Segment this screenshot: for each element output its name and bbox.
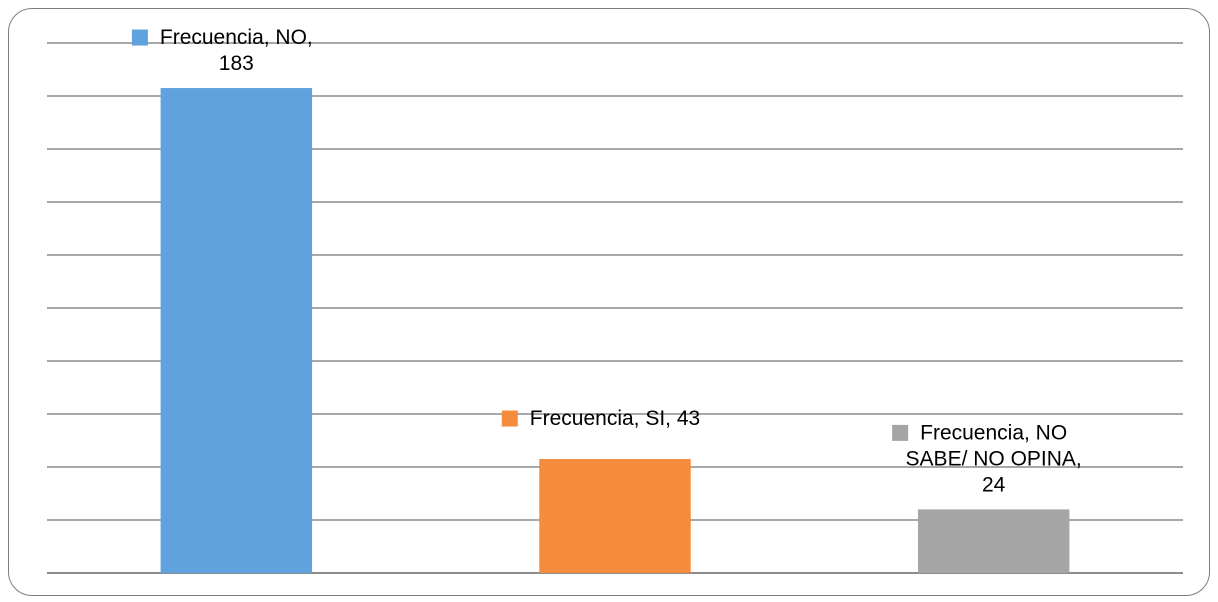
data-label-3: Frecuencia, NO SABE/ NO OPINA, 24 xyxy=(892,421,1082,496)
legend-key-marker xyxy=(892,424,909,441)
data-label-line: 24 xyxy=(982,473,1006,496)
data-label-1: Frecuencia, NO, 183 xyxy=(131,26,313,75)
bar-no xyxy=(160,88,313,574)
data-label-line: Frecuencia, NO xyxy=(920,421,1067,444)
legend-key-marker xyxy=(131,29,148,46)
data-label-line: SABE/ NO OPINA, xyxy=(906,447,1082,470)
data-label-line: Frecuencia, SI, 43 xyxy=(530,407,700,430)
data-labels: Frecuencia, NO, 183 Frecuencia, SI, 43 Frec… xyxy=(131,26,1082,496)
legend-key-marker xyxy=(501,410,518,427)
bar-no-sabe-no-opina xyxy=(917,509,1070,573)
data-label-2: Frecuencia, SI, 43 xyxy=(501,407,700,430)
data-label-line: 183 xyxy=(219,52,254,75)
data-label-line: Frecuencia, NO, xyxy=(160,26,313,49)
bars xyxy=(160,88,1070,574)
bar-si xyxy=(539,459,691,573)
